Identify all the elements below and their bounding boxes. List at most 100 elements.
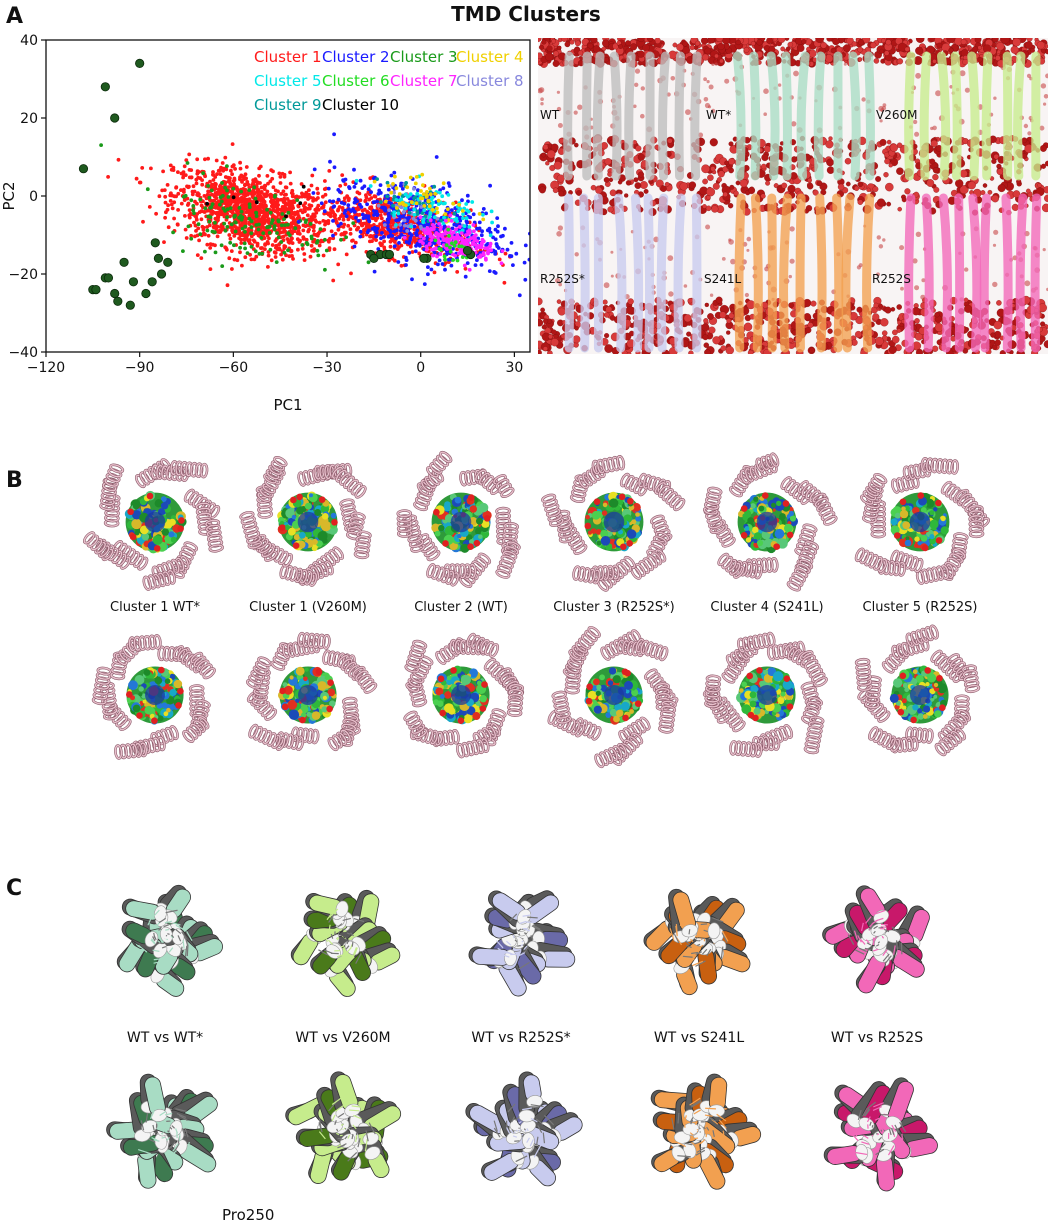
scatter-point [358, 198, 363, 203]
scatter-point [303, 201, 308, 206]
scatter-point [447, 184, 452, 188]
lipid-sphere [545, 52, 554, 62]
scatter-point-outlier [153, 253, 164, 263]
lipid-sphere [743, 47, 750, 53]
scatter-point [479, 233, 484, 238]
lipid-sphere [729, 307, 735, 313]
scatter-point [378, 191, 383, 195]
lipid-sphere [717, 170, 725, 178]
scatter-point [230, 142, 235, 146]
lipid-sphere [815, 38, 825, 43]
scatter-point [243, 230, 247, 234]
scatter-point [374, 238, 378, 243]
scatter-point-outlier [113, 296, 123, 306]
scatter-point [296, 219, 301, 224]
scatter-point [147, 205, 152, 209]
scatter-point [300, 194, 304, 199]
scatter-point [231, 186, 236, 191]
scatter-point [287, 254, 292, 259]
scatter-point-outlier [103, 273, 114, 283]
scatter-point [436, 202, 441, 207]
lipid-sphere [703, 342, 710, 348]
scatter-point [270, 176, 275, 181]
scatter-point [233, 220, 238, 225]
scatter-point [211, 225, 216, 229]
scatter-point [281, 234, 286, 239]
scatter-point [176, 208, 181, 212]
scatter-point [385, 224, 390, 228]
scatter-point [511, 263, 515, 267]
scatter-point [440, 194, 445, 199]
scatter-point [321, 194, 325, 199]
scatter-point [185, 196, 190, 201]
scatter-point [470, 200, 475, 204]
scatter-point [213, 181, 218, 186]
scatter-point [440, 232, 445, 237]
lipid-sphere [719, 311, 727, 319]
lipid-sphere [590, 184, 597, 191]
scatter-point [281, 200, 286, 205]
scatter-point-outlier [419, 253, 429, 263]
scatter-point [212, 210, 216, 215]
scatter-point [399, 225, 404, 230]
lipid-sphere [722, 191, 728, 197]
lipid-sphere [710, 166, 716, 172]
scatter-point [275, 231, 279, 235]
scatter-point [266, 220, 271, 225]
scatter-point [162, 240, 166, 245]
lipid-sphere [688, 181, 697, 189]
lipid-sphere [761, 153, 769, 162]
lipid-sphere [637, 38, 645, 43]
scatter-point [443, 257, 447, 262]
scatter-point [189, 236, 194, 241]
scatter-point [397, 201, 402, 206]
scatter-point [354, 178, 359, 183]
scatter-point [446, 193, 451, 197]
lipid-sphere [1011, 203, 1019, 211]
scatter-point [278, 175, 283, 179]
x-tick-label: 0 [416, 360, 425, 376]
scatter-point [362, 228, 366, 232]
lipid-sphere [603, 177, 610, 183]
scatter-point [409, 200, 414, 205]
scatter-point [207, 223, 212, 228]
scatter-point [438, 252, 443, 257]
lipid-sphere [857, 181, 864, 188]
lipid-sphere [993, 153, 1000, 160]
scatter-point [210, 202, 215, 207]
scatter-point [275, 204, 279, 209]
lipid-sphere [980, 190, 986, 196]
scatter-point [307, 227, 311, 232]
scatter-point [326, 186, 331, 191]
lipid-sphere [711, 205, 719, 213]
md-snapshot-image [538, 38, 1048, 354]
scatter-point [426, 265, 430, 269]
scatter-point [289, 191, 294, 195]
lipid-sphere [959, 185, 969, 195]
scatter-point [375, 213, 380, 218]
lipid-sphere [991, 158, 997, 164]
scatter-point [446, 257, 451, 262]
x-tick-label: −90 [125, 360, 155, 376]
scatter-point [239, 209, 244, 214]
scatter-point [277, 227, 281, 232]
scatter-point [281, 189, 286, 194]
scatter-point [493, 227, 498, 232]
lipid-sphere [564, 41, 571, 48]
scatter-point [199, 256, 204, 260]
scatter-point [271, 207, 275, 212]
scatter-point [195, 157, 200, 162]
scatter-point [415, 212, 420, 217]
scatter-point [176, 170, 180, 175]
scatter-point [213, 250, 218, 255]
scatter-point [418, 224, 423, 229]
scatter-point [211, 172, 215, 177]
scatter-point [414, 201, 419, 206]
scatter-point [236, 226, 240, 231]
lipid-sphere [801, 39, 807, 45]
scatter-point [218, 212, 223, 217]
scatter-point [187, 175, 192, 180]
lipid-sphere [844, 157, 852, 165]
lipid-sphere [992, 38, 999, 43]
scatter-point-outlier [384, 249, 395, 260]
